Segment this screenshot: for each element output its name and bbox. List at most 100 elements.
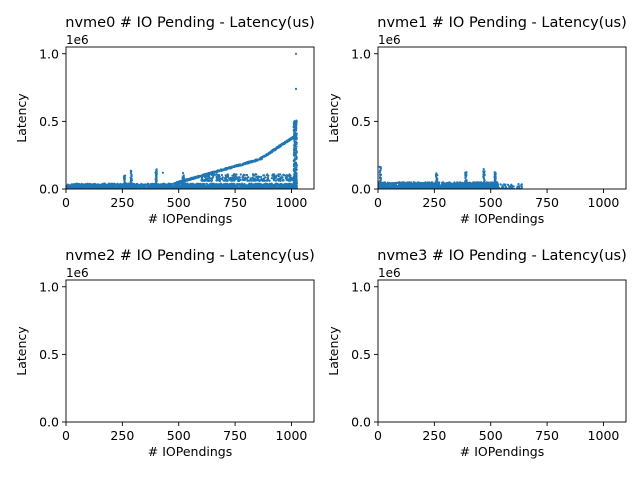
data-point (417, 186, 420, 189)
subplot-title: nvme3 # IO Pending - Latency(us) (377, 248, 627, 264)
data-point (246, 179, 249, 182)
data-point (437, 186, 440, 189)
data-point (205, 185, 208, 188)
data-point (219, 186, 223, 189)
data-point (203, 178, 207, 181)
data-point (290, 183, 293, 186)
data-point (423, 183, 426, 186)
data-point (204, 176, 207, 179)
data-point (173, 182, 176, 185)
y-tick-label: 0.5 (351, 114, 371, 129)
data-point (448, 184, 451, 187)
data-point (398, 183, 401, 186)
data-point (283, 183, 286, 186)
scatter-points (378, 165, 524, 189)
data-point (215, 173, 218, 176)
data-point (241, 162, 244, 165)
data-point (271, 173, 274, 176)
data-point (102, 186, 105, 189)
data-point (278, 178, 281, 182)
data-point (465, 182, 468, 185)
data-point (406, 182, 409, 185)
y-tick-label: 1.0 (351, 46, 371, 61)
data-point (195, 175, 199, 178)
data-point (213, 173, 217, 176)
data-point (247, 176, 250, 179)
axes-frame (65, 279, 315, 423)
x-tick-label: 1000 (276, 428, 308, 443)
data-point (107, 185, 111, 188)
data-point (293, 135, 296, 138)
data-point (268, 179, 271, 182)
data-point (119, 183, 123, 186)
data-point (123, 176, 126, 179)
x-tick-label: 250 (110, 195, 134, 210)
data-point (408, 181, 411, 184)
data-point (71, 183, 74, 186)
data-point (293, 180, 296, 183)
data-point (178, 181, 181, 184)
data-point (254, 186, 257, 189)
data-point (295, 145, 298, 148)
data-point (98, 187, 101, 189)
data-point (397, 185, 400, 188)
x-tick-label: 500 (479, 428, 503, 443)
data-point (162, 182, 165, 185)
data-point (104, 186, 107, 189)
data-point (66, 183, 69, 186)
data-point (224, 182, 227, 185)
data-point (245, 162, 248, 165)
data-point (232, 165, 235, 168)
y-tick-label: 0.0 (351, 182, 371, 197)
data-point (479, 181, 482, 184)
data-point (286, 183, 289, 187)
data-point (232, 183, 235, 186)
data-point (189, 185, 192, 188)
data-point (479, 186, 482, 189)
data-point (242, 178, 246, 182)
data-point (294, 52, 298, 55)
x-tick-label: 0 (62, 195, 70, 210)
data-point (385, 185, 388, 188)
data-point (503, 184, 507, 187)
data-point (456, 183, 460, 186)
data-point (212, 185, 215, 188)
y-tick-label: 1.0 (39, 46, 59, 61)
data-point (240, 182, 243, 185)
data-point (287, 174, 290, 177)
data-point (230, 182, 233, 185)
data-point (154, 171, 157, 174)
data-point (192, 185, 195, 188)
data-point (264, 182, 268, 186)
data-point (234, 184, 237, 187)
data-point (440, 185, 443, 188)
data-point (170, 182, 173, 185)
data-point (293, 126, 296, 129)
data-point (144, 184, 147, 187)
data-point (287, 178, 290, 181)
data-point (470, 186, 473, 189)
x-tick-label: 750 (223, 195, 247, 210)
data-point (196, 185, 199, 188)
data-point (293, 153, 296, 156)
data-point (178, 185, 181, 188)
data-point (187, 178, 190, 181)
data-point (289, 138, 292, 142)
data-point (205, 182, 208, 185)
x-axis-label: # IOPendings (148, 211, 232, 226)
data-point (82, 186, 85, 189)
x-tick-label: 1000 (588, 195, 620, 210)
data-point (272, 149, 275, 152)
data-point (494, 181, 497, 184)
data-point (274, 179, 277, 182)
data-point (96, 184, 99, 187)
data-point (288, 187, 291, 189)
data-point (129, 176, 132, 179)
data-point (499, 183, 502, 186)
data-point (275, 175, 278, 178)
data-point (506, 183, 510, 186)
data-point (483, 185, 486, 188)
x-tick-label: 500 (167, 428, 191, 443)
data-point (200, 174, 203, 177)
